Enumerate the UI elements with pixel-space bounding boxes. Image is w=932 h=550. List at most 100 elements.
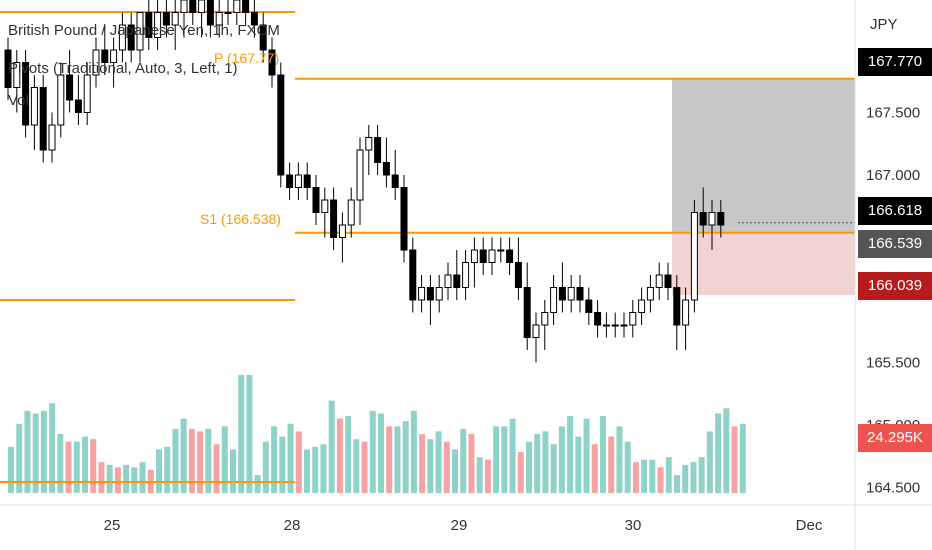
legend-indicator[interactable]: Pivots (Traditional, Auto, 3, Left, 1) xyxy=(8,60,238,77)
volume-bar xyxy=(427,439,434,493)
position-zones xyxy=(672,78,855,296)
volume-bar xyxy=(40,410,47,493)
candle-body xyxy=(189,0,197,13)
volume-bar xyxy=(591,444,598,493)
pivot-p-label: P (167.77) xyxy=(214,50,280,66)
volume-bar xyxy=(723,408,730,493)
candle-body xyxy=(57,74,65,126)
volume-bar xyxy=(632,462,639,493)
candle-body xyxy=(409,249,417,301)
volume-bar xyxy=(114,467,121,493)
volume-bar xyxy=(287,423,294,493)
candle-body xyxy=(83,74,91,113)
volume-bar xyxy=(739,423,746,493)
candle-body xyxy=(180,0,188,13)
candle-body xyxy=(435,287,443,301)
volume-bar xyxy=(460,428,467,493)
legend-volume[interactable]: Vol xyxy=(8,92,29,109)
volume-bar xyxy=(164,446,171,493)
volume-bar xyxy=(246,375,253,493)
volume-bar xyxy=(361,441,368,493)
volume-bar xyxy=(378,413,384,493)
volume-bar xyxy=(24,410,31,493)
volume-bar xyxy=(452,449,458,493)
volume-bar xyxy=(213,444,220,493)
candle-body xyxy=(576,287,584,301)
volume-bar xyxy=(180,418,187,493)
x-tick-label: 25 xyxy=(104,517,121,534)
volume-bar xyxy=(336,418,343,493)
volume-bars xyxy=(8,375,746,493)
volume-bar xyxy=(262,441,269,493)
volume-bar xyxy=(57,434,64,493)
volume-bar xyxy=(419,434,426,493)
candle-body xyxy=(338,224,346,238)
volume-bar xyxy=(608,436,615,493)
candle-body xyxy=(321,199,329,213)
volume-bar xyxy=(394,426,401,493)
volume-bar xyxy=(731,426,738,493)
volume-bar xyxy=(509,418,516,493)
volume-bar xyxy=(131,467,138,493)
volume-bar xyxy=(8,446,14,493)
volume-bar xyxy=(205,428,212,493)
legend-symbol[interactable]: British Pound / Japanese Yen, 1h, FXCM xyxy=(8,22,280,39)
candle-body xyxy=(4,49,12,88)
volume-bar xyxy=(624,441,631,493)
x-tick-label: 28 xyxy=(284,517,301,534)
candle-body xyxy=(13,62,21,88)
candle-body xyxy=(136,12,144,51)
candle-body xyxy=(717,212,725,226)
candle-body xyxy=(92,49,100,76)
candle-body xyxy=(673,287,681,326)
volume-bar xyxy=(690,462,697,493)
volume-bar xyxy=(197,431,204,493)
candle-body xyxy=(638,299,646,313)
volume-bar xyxy=(649,459,656,493)
target-price-tag: 167.770 xyxy=(858,48,932,76)
candlesticks xyxy=(4,0,725,363)
candle-body xyxy=(303,174,311,188)
volume-bar xyxy=(254,475,261,493)
candle-body xyxy=(365,137,373,151)
volume-bar xyxy=(706,431,713,493)
candle-body xyxy=(479,249,487,263)
candle-body xyxy=(602,324,610,327)
candle-body xyxy=(66,74,74,101)
candle-body xyxy=(171,12,179,26)
volume-bar xyxy=(542,431,549,493)
volume-bar xyxy=(221,426,228,493)
candle-body xyxy=(488,249,496,263)
candle-body xyxy=(101,49,109,63)
candle-body xyxy=(145,12,153,38)
volume-bar xyxy=(353,439,360,493)
candle-body xyxy=(206,0,214,26)
candle-body xyxy=(259,24,267,51)
candle-body xyxy=(154,12,162,38)
candle-body xyxy=(523,287,531,338)
candle-body xyxy=(400,187,408,251)
candle-body xyxy=(646,287,654,301)
volume-bar xyxy=(16,423,23,493)
candle-body xyxy=(118,24,126,51)
candle-body xyxy=(453,274,461,288)
s1-price-tag: 166.539 xyxy=(858,230,932,258)
volume-bar xyxy=(106,464,113,493)
volume-bar xyxy=(517,451,524,493)
volume-tag: 24.295K xyxy=(858,424,932,452)
volume-bar xyxy=(271,426,278,493)
candle-body xyxy=(48,124,56,151)
volume-bar xyxy=(238,375,245,493)
candle-body xyxy=(250,12,258,26)
candle-body xyxy=(506,249,514,263)
volume-bar xyxy=(386,426,393,493)
candle-body xyxy=(514,262,522,288)
volume-bar xyxy=(550,444,557,493)
candle-body xyxy=(664,274,672,288)
x-tick-label: 29 xyxy=(451,517,468,534)
candle-body xyxy=(110,49,118,63)
volume-bar xyxy=(476,457,483,493)
